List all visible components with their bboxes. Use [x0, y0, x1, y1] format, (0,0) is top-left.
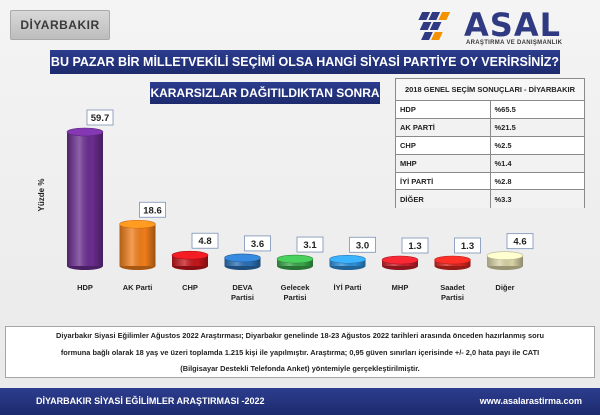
logo-wordmark: ASAL [464, 6, 561, 44]
value-label-box [244, 235, 271, 252]
bar-top [381, 255, 419, 265]
value-label: 3.0 [356, 240, 369, 251]
survey-name: DİYARBAKIR SİYASİ EĞİLİMLER ARAŞTIRMASI … [36, 396, 265, 406]
category-label: İYİ Parti [334, 283, 362, 292]
y-axis-label: Yüzde % [37, 179, 46, 212]
bar-top [276, 254, 314, 264]
bar-top [329, 254, 366, 264]
region-tag: DİYARBAKIR [10, 10, 110, 40]
category-label: CHP [182, 283, 198, 292]
results-value: %2.5 [489, 136, 584, 155]
bar [486, 251, 524, 270]
results-party: İYİ PARTİ [396, 171, 490, 190]
bar-top [171, 250, 209, 260]
bar [329, 254, 366, 270]
results-party: MHP [396, 153, 490, 173]
methodology-note: Diyarbakır Siyasi Eğilimler Ağustos 2022… [5, 326, 595, 378]
results-row: CHP %2.5 [396, 136, 584, 155]
logo-subtitle: ARAŞTIRMA VE DANIŞMANLIK [466, 40, 563, 46]
category-label: Saadet Partisi [440, 283, 465, 302]
category-label: Diğer [495, 283, 514, 292]
methodology-line: formuna bağlı olarak 18 yaş ve üzeri top… [60, 347, 540, 357]
bar [224, 253, 261, 270]
results-row: İYİ PARTİ %2.8 [396, 171, 584, 190]
results-2018-table: 2018 GENEL SEÇİM SONUÇLARI - DİYARBAKIR … [395, 78, 585, 208]
results-value: %65.5 [489, 101, 584, 119]
category-label: DEVA Partisi [231, 283, 254, 302]
bar-shading [119, 224, 156, 266]
value-label-box [454, 237, 481, 254]
value-label: 59.7 [91, 113, 110, 124]
bar-shading [487, 255, 523, 266]
asal-logo: ASAL ARAŞTIRMA VE DANIŞMANLIK [410, 6, 590, 50]
category-label: HDP [77, 283, 93, 292]
value-label: 4.6 [513, 237, 526, 248]
value-label: 18.6 [143, 205, 162, 216]
value-label: 3.6 [251, 239, 264, 250]
value-label-box [191, 232, 219, 249]
value-label-box [401, 237, 429, 254]
results-row: AK PARTİ %21.5 [396, 118, 584, 137]
bar-top [119, 219, 156, 229]
bar-top [66, 127, 104, 137]
bar [276, 254, 314, 270]
value-label-box [86, 109, 114, 126]
bar-top [224, 253, 261, 263]
website-link[interactable]: www.asalarastirma.com [479, 396, 582, 406]
subtitle-banner: KARARSIZLAR DAĞITILDIKTAN SONRA [150, 82, 380, 104]
results-value: %3.3 [489, 189, 584, 208]
value-label-box [139, 201, 166, 218]
value-label-box [506, 233, 534, 250]
results-table-header: 2018 GENEL SEÇİM SONUÇLARI - DİYARBAKIR [396, 79, 584, 101]
value-label-box [296, 236, 324, 253]
category-label: Gelecek Partisi [281, 283, 311, 302]
bar-top [434, 255, 471, 265]
value-label: 1.3 [461, 241, 474, 252]
results-row: HDP %65.5 [396, 101, 584, 119]
results-value: %2.8 [489, 171, 584, 190]
bar [171, 250, 209, 270]
bar-shading [67, 132, 103, 266]
results-row: DİĞER %3.3 [396, 189, 584, 208]
bar [381, 255, 419, 270]
bar-shading [172, 255, 208, 266]
value-label: 1.3 [408, 241, 421, 252]
value-label: 3.1 [303, 240, 317, 251]
category-label: AK Parti [123, 283, 153, 292]
results-party: AK PARTİ [396, 118, 490, 137]
methodology-line: (Bilgisayar Destekli Telefonda Anket) yö… [180, 364, 420, 373]
category-label: MHP [392, 283, 409, 292]
results-party: CHP [396, 136, 490, 155]
bar-top [486, 251, 524, 260]
bottom-bar: DİYARBAKIR SİYASİ EĞİLİMLER ARAŞTIRMASI … [0, 388, 600, 415]
asal-logo-icon [418, 12, 451, 40]
bar [434, 255, 471, 270]
results-value: %21.5 [489, 118, 584, 137]
bars-group: 59.7 HDP 18.6 AK Parti 4.8 CHP 3.6 DEVA Partisi 3… [66, 109, 534, 302]
bar [66, 127, 104, 270]
results-party: HDP [400, 105, 416, 115]
results-party: DİĞER [396, 189, 490, 208]
bar [119, 219, 156, 270]
value-label-box [349, 236, 376, 253]
bar-chart: Yüzde % 59.7 HDP 18.6 AK Parti 4.8 CHP 3.6 DEVA… [37, 109, 534, 302]
results-value: %1.4 [489, 153, 584, 173]
methodology-line: Diyarbakır Siyasi Eğilimler Ağustos 2022… [56, 331, 544, 340]
value-label: 4.8 [198, 236, 211, 247]
results-row: MHP %1.4 [396, 153, 584, 173]
question-title: BU PAZAR BİR MİLLETVEKİLİ SEÇİMİ OLSA HA… [50, 50, 560, 74]
